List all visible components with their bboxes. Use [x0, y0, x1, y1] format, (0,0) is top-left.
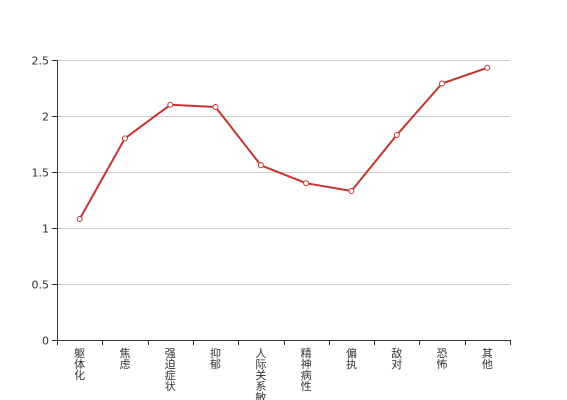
series-line — [76, 64, 491, 222]
y-tick-label: 0.5 — [32, 279, 50, 292]
data-point[interactable] — [439, 80, 445, 87]
y-tick-label: 2 — [42, 111, 49, 124]
x-tick-label: 敌对 — [391, 346, 402, 371]
data-point[interactable] — [121, 135, 128, 142]
x-tick-label: 其他 — [482, 347, 493, 371]
data-point[interactable] — [76, 216, 83, 222]
x-tick-label: 人际关系敏感 — [255, 347, 266, 400]
data-point[interactable] — [393, 132, 400, 138]
x-tick-label: 躯体化 — [74, 347, 85, 382]
x-tick-label: 恐怖 — [437, 347, 448, 371]
data-point[interactable] — [257, 162, 264, 169]
y-axis: 0 0.5 1 1.5 2 2.5 — [32, 55, 58, 348]
data-point[interactable] — [303, 180, 310, 187]
y-tick-label: 1 — [42, 223, 49, 236]
x-tick-label: 抑郁 — [210, 346, 221, 371]
grid-lines — [57, 60, 510, 285]
x-tick-label: 焦虑 — [119, 347, 130, 371]
data-point[interactable] — [484, 64, 491, 71]
data-point[interactable] — [212, 104, 219, 110]
y-tick-label: 1.5 — [32, 167, 50, 180]
x-tick-label: 精神病性 — [301, 347, 312, 393]
y-tick-label: 2.5 — [32, 55, 50, 68]
data-point[interactable] — [167, 101, 174, 108]
x-axis: 躯体化 焦虑 强迫症状 抑郁 人际关系敏感 精神病性 偏执 敌对 恐怖 其他 — [57, 340, 511, 400]
y-tick-label: 0 — [42, 335, 49, 348]
series-path — [78, 66, 488, 220]
x-tick-label: 强迫症状 — [165, 347, 176, 393]
x-tick-label: 偏执 — [346, 346, 357, 371]
data-point[interactable] — [348, 188, 355, 194]
